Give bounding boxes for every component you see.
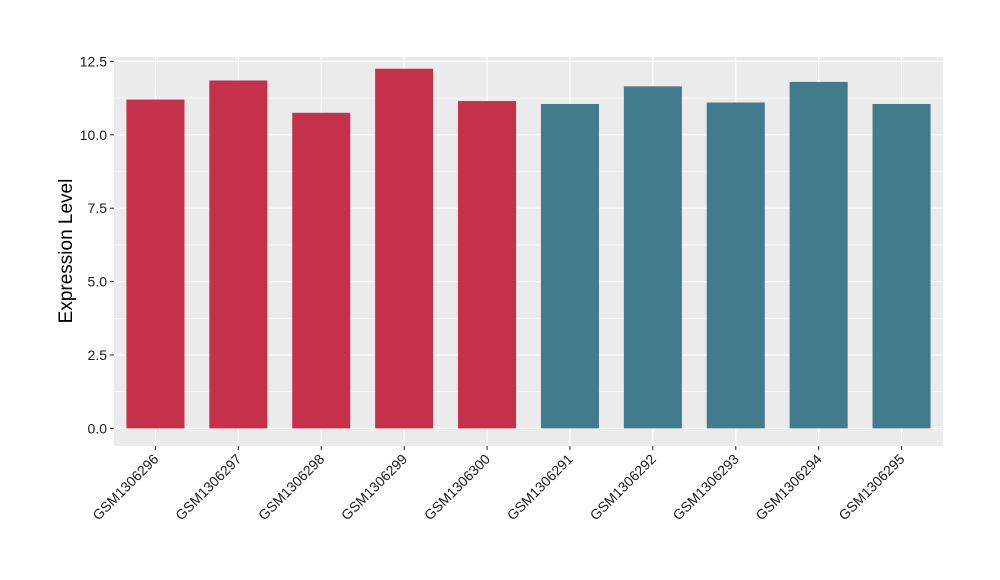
x-tick-label: GSM1306294 — [752, 451, 825, 524]
bar — [126, 99, 185, 429]
bar — [292, 112, 351, 429]
bar — [789, 81, 848, 429]
x-tick-label: GSM1306296 — [89, 451, 162, 524]
x-tick-label: GSM1306292 — [587, 451, 660, 524]
x-tick-label: GSM1306293 — [669, 451, 742, 524]
y-tick-label: 12.5 — [80, 53, 107, 69]
x-axis: GSM1306296 GSM1306297 GSM1306298 GSM1306299… — [89, 446, 908, 523]
y-tick-label: 2.5 — [88, 347, 108, 363]
bar — [375, 68, 434, 429]
y-tick-label: 0.0 — [88, 420, 108, 436]
bars — [126, 68, 931, 429]
x-tick-label: GSM1306297 — [172, 451, 245, 524]
x-tick-label: GSM1306300 — [421, 451, 494, 524]
bar — [872, 103, 931, 429]
y-tick-label: 7.5 — [88, 200, 108, 216]
bar — [458, 101, 517, 429]
y-tick-label: 5.0 — [88, 274, 108, 290]
x-tick-label: GSM1306299 — [338, 451, 411, 524]
bar — [706, 102, 765, 429]
bar — [209, 80, 268, 429]
x-tick-label: GSM1306295 — [835, 451, 908, 524]
y-tick-label: 10.0 — [80, 127, 107, 143]
y-axis-title: Expression Level — [56, 179, 77, 324]
x-tick-label: GSM1306291 — [504, 451, 577, 524]
bar — [623, 86, 682, 429]
y-axis: 0.0 2.5 5.0 7.5 10.0 12.5 — [80, 53, 114, 436]
bar — [540, 103, 599, 429]
x-tick-label: GSM1306298 — [255, 451, 328, 524]
